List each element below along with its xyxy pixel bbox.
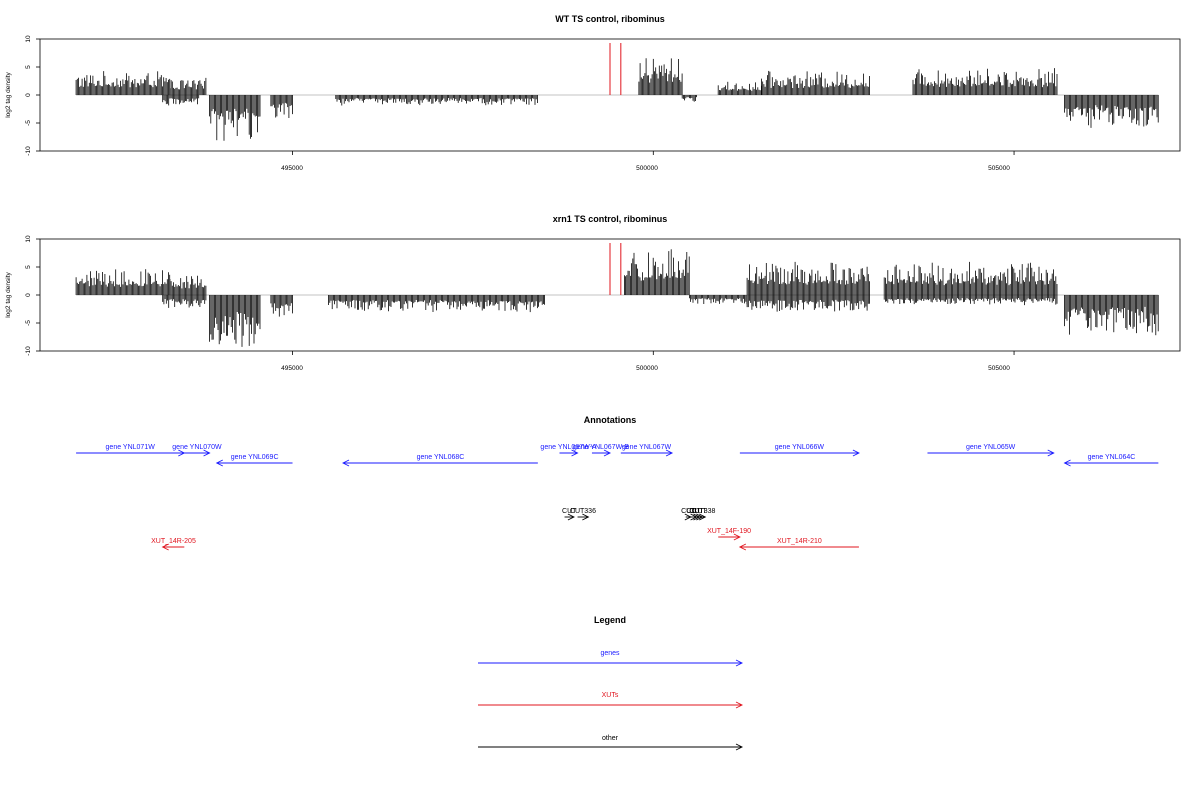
feature-label: XUT_14R-205 (151, 538, 196, 545)
x-tick-label: 495000 (281, 165, 303, 172)
plot-area (36, 39, 1180, 155)
y-tick-label: -10 (25, 146, 32, 156)
feature-label: gene YNL070W (172, 444, 222, 451)
x-tick-label: 500000 (636, 365, 658, 372)
feature-label: gene YNL069C (231, 454, 279, 461)
y-tick-label: 10 (25, 35, 32, 43)
coverage-segment (163, 95, 199, 105)
coverage-segment (170, 78, 206, 95)
feature-other: CUT336 (570, 508, 596, 520)
feature-gene: gene YNL067W (621, 444, 672, 456)
feature-gene: gene YNL071W (76, 444, 184, 456)
coverage-panel-wt: WT TS control, ribominus log2 tag densit… (5, 14, 1180, 172)
feature-label: XUT_14R-210 (777, 538, 822, 545)
y-tick-labels: 10 5 0 -5 -10 (25, 35, 32, 156)
y-axis-label: log2 tag density (5, 271, 12, 317)
coverage-segment (336, 95, 538, 106)
legend-item-other: other (478, 735, 742, 750)
x-tick-labels: 495000 500000 505000 (281, 365, 1010, 372)
y-tick-label: 5 (25, 65, 32, 69)
legend-item-genes: genes (478, 650, 742, 666)
feature-gene: gene YNL068C (343, 454, 538, 466)
feature-label: gene YNL068C (417, 454, 465, 461)
y-axis-label: log2 tag density (5, 71, 12, 117)
coverage-segment (689, 295, 747, 304)
coverage-segment (210, 295, 260, 347)
feature-gene: gene YNL064C (1065, 454, 1159, 466)
legend-item-xuts: XUTs (478, 692, 742, 708)
feature-xut: XUT_14R-205 (151, 538, 196, 550)
y-tick-labels: 10 5 0 -5 -10 (25, 235, 32, 356)
coverage-segment (718, 82, 761, 95)
feature-label: CUT338 (689, 508, 715, 515)
feature-label: gene YNL066W (775, 444, 825, 451)
legend-label: XUTs (602, 692, 619, 699)
feature-label: CUT336 (570, 508, 596, 515)
panel-title: xrn1 TS control, ribominus (553, 214, 668, 224)
x-tick-label: 495000 (281, 365, 303, 372)
coverage-segment (271, 95, 293, 118)
coverage-segment (1065, 95, 1159, 128)
coverage-segment (271, 295, 293, 317)
feature-xut: XUT_14R-210 (740, 538, 859, 550)
coverage-segment (884, 262, 1057, 295)
y-tick-label: -10 (25, 346, 32, 356)
feature-gene: gene YNL065W (927, 444, 1053, 456)
coverage-segment (762, 71, 870, 95)
feature-label: XUT_14F-190 (707, 528, 751, 535)
coverage-segment (639, 58, 682, 95)
feature-layer: gene YNL071W gene YNL070W gene YNL069C gene… (76, 444, 1158, 550)
legend-arrow (478, 744, 742, 750)
x-tick-labels: 495000 500000 505000 (281, 165, 1010, 172)
coverage-segment (747, 262, 869, 295)
coverage-segment (76, 71, 170, 95)
coverage-segment (76, 269, 170, 295)
legend-label: genes (600, 650, 620, 657)
coverage-segment (210, 95, 260, 141)
coverage-segment (329, 295, 545, 312)
feature-gene: gene YNL069C (217, 454, 293, 466)
coverage-segment (170, 276, 206, 295)
legend-arrow (478, 702, 742, 708)
x-tick-label: 500000 (636, 165, 658, 172)
feature-label: gene YNL064C (1088, 454, 1136, 461)
coverage-segment (1065, 295, 1159, 335)
feature-label: gene YNL071W (106, 444, 156, 451)
feature-label: gene YNL067W (622, 444, 672, 451)
feature-label: gene YNL065W (966, 444, 1016, 451)
x-tick-label: 505000 (988, 165, 1010, 172)
plot-area (36, 239, 1180, 355)
coverage-segment (624, 249, 689, 295)
legend: Legend genes XUTs other (478, 615, 742, 750)
coverage-panel-xrn1: xrn1 TS control, ribominus log2 tag dens… (5, 214, 1180, 372)
legend-arrow (478, 660, 742, 666)
feature-gene: gene YNL070W (172, 444, 222, 456)
y-tick-label: 10 (25, 235, 32, 243)
annotations-track: Annotations gene YNL071W gene YNL070Wgene… (76, 415, 1158, 550)
coverage-segment (747, 295, 869, 312)
x-tick-label: 505000 (988, 365, 1010, 372)
coverage-segment (682, 95, 696, 102)
coverage-segment (884, 295, 1057, 305)
feature-xut: XUT_14F-190 (707, 528, 751, 540)
coverage-segment (913, 68, 1057, 95)
annotations-title: Annotations (584, 415, 637, 425)
feature-gene: gene YNL066W (740, 444, 859, 456)
legend-title: Legend (594, 615, 626, 625)
legend-label: other (602, 735, 619, 742)
y-tick-label: -5 (25, 320, 32, 326)
y-tick-label: 5 (25, 265, 32, 269)
y-tick-label: -5 (25, 120, 32, 126)
y-tick-label: 0 (25, 293, 32, 297)
y-tick-label: 0 (25, 93, 32, 97)
genome-browser-figure: WT TS control, ribominus log2 tag densit… (0, 0, 1200, 800)
coverage-segment (163, 295, 206, 308)
panel-title: WT TS control, ribominus (555, 14, 665, 24)
